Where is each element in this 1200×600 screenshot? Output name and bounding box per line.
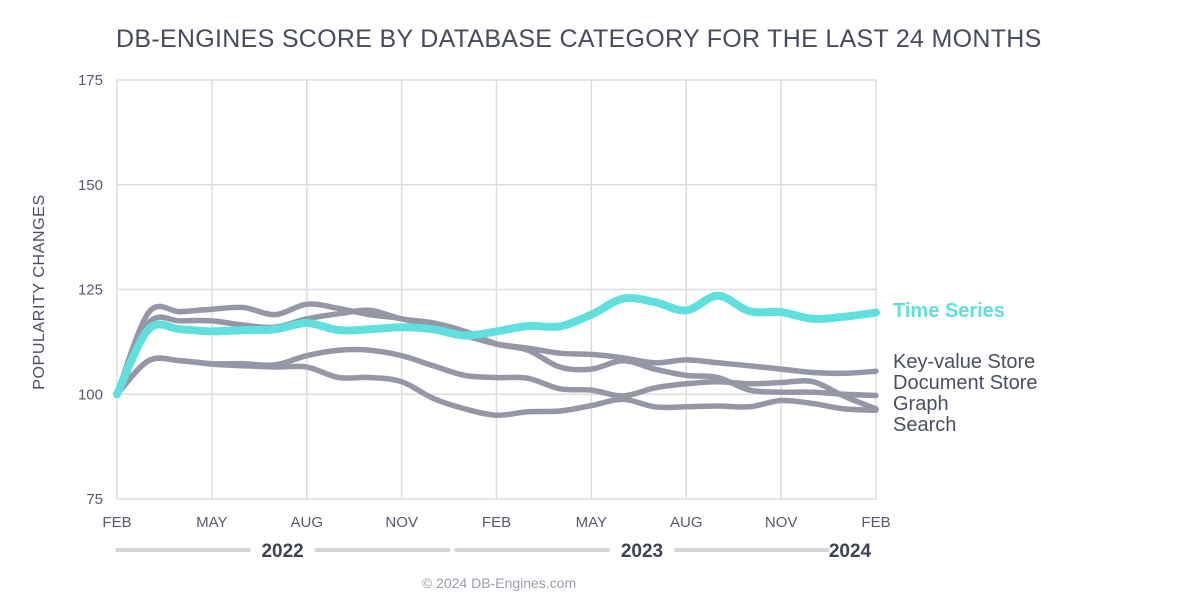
chart-title: DB-ENGINES SCORE BY DATABASE CATEGORY FO…: [116, 25, 1042, 53]
legend-label-time-series: Time Series: [893, 300, 1005, 322]
x-tick-label: MAY: [576, 514, 607, 531]
y-tick-label: 100: [78, 386, 103, 403]
x-tick-label: FEB: [861, 514, 890, 531]
legend-label-document-store: Document Store: [893, 372, 1038, 394]
year-axis: 2022 2023 2024: [115, 541, 872, 562]
year-label: 2022: [261, 541, 303, 562]
x-tick-label: FEB: [482, 514, 511, 531]
series-lines: [113, 291, 880, 418]
series-line-time-series: [113, 291, 880, 399]
axis-ticks: 75 100 125 150 175 FEB MAY AUG NOV FEB MAY AUG NOV FE…: [78, 72, 891, 531]
legend-label-search: Search: [893, 414, 956, 436]
legend-label-key-value-store: Key-value Store: [893, 351, 1035, 373]
x-tick-label: NOV: [765, 514, 798, 531]
y-axis-label: POPULARITY CHANGES: [31, 194, 48, 389]
x-tick-label: NOV: [385, 514, 418, 531]
year-label: 2023: [621, 541, 663, 562]
x-tick-label: AUG: [670, 514, 703, 531]
year-label: 2024: [829, 541, 872, 562]
x-tick-label: MAY: [196, 514, 227, 531]
series-line-search: [114, 355, 879, 418]
x-tick-label: AUG: [290, 514, 323, 531]
y-tick-label: 75: [86, 491, 103, 508]
legend-label-graph: Graph: [893, 393, 949, 415]
series-line-document-store: [114, 307, 879, 399]
grid: [116, 79, 877, 500]
x-tick-label: FEB: [102, 514, 131, 531]
copyright-credit: © 2024 DB-Engines.com: [422, 575, 576, 591]
y-tick-label: 125: [78, 282, 103, 299]
y-tick-label: 175: [78, 72, 103, 89]
y-tick-label: 150: [78, 177, 103, 194]
